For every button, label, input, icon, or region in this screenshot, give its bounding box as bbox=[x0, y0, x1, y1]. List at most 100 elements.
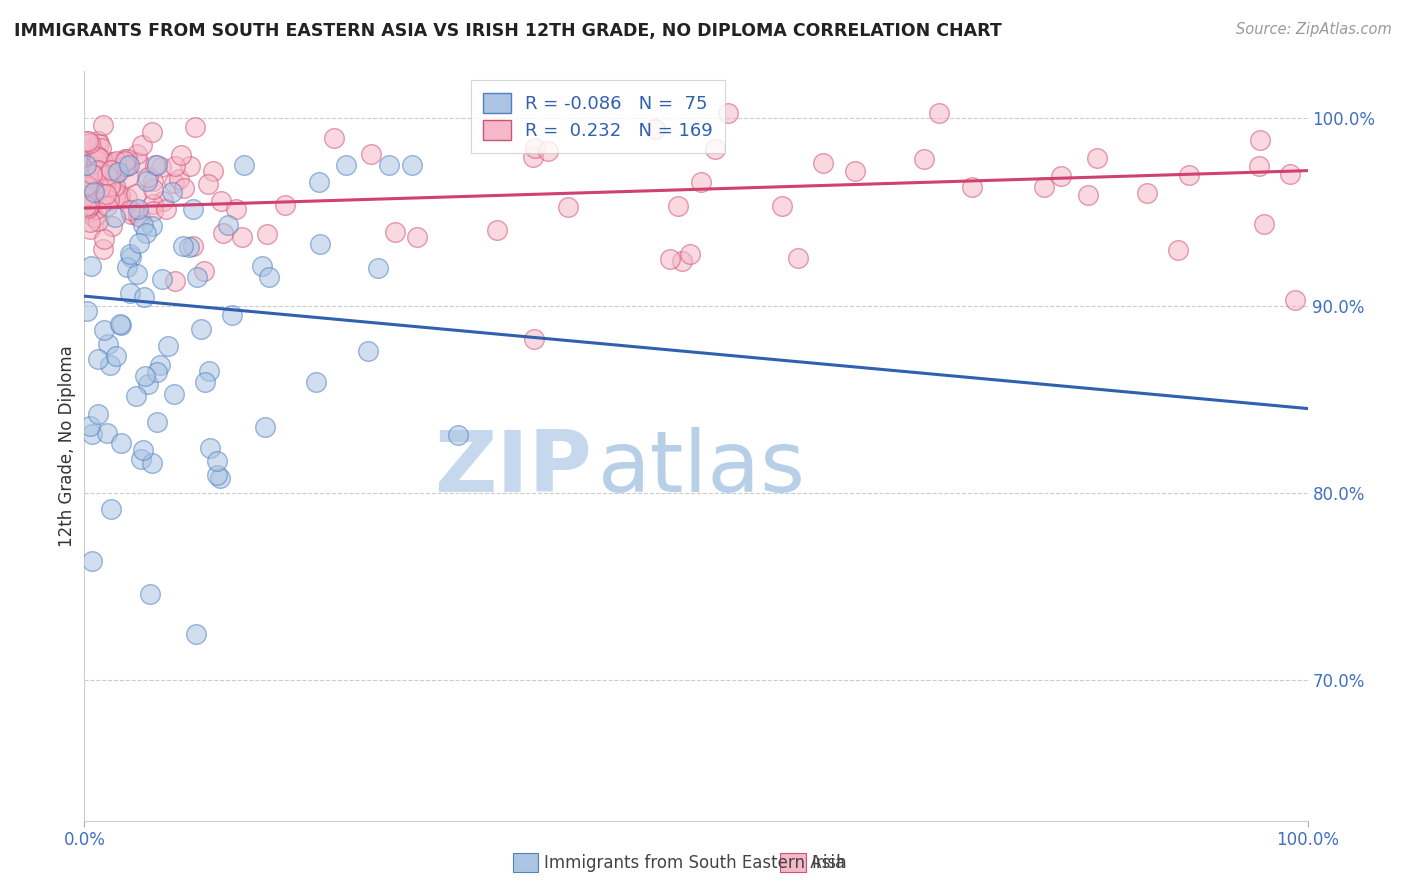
Point bbox=[87, 169, 110, 183]
Point bbox=[928, 105, 950, 120]
Point bbox=[131, 138, 153, 153]
Point bbox=[82, 152, 104, 166]
Point bbox=[378, 158, 401, 172]
Point bbox=[1085, 151, 1108, 165]
Point bbox=[193, 264, 215, 278]
Point bbox=[114, 159, 136, 173]
Point bbox=[120, 207, 142, 221]
Point bbox=[1050, 169, 1073, 184]
Point bbox=[101, 219, 124, 234]
Point bbox=[146, 158, 169, 172]
Point bbox=[79, 199, 101, 213]
Point bbox=[75, 158, 97, 172]
Point bbox=[97, 169, 120, 184]
Point bbox=[179, 240, 201, 254]
Point bbox=[100, 502, 122, 516]
Point bbox=[108, 189, 131, 203]
Point bbox=[141, 174, 163, 188]
Point bbox=[94, 187, 117, 202]
Point bbox=[75, 188, 97, 202]
Point bbox=[125, 147, 148, 161]
Point bbox=[323, 131, 346, 145]
Point bbox=[139, 587, 162, 601]
Point bbox=[132, 442, 155, 457]
Point bbox=[256, 227, 278, 241]
Point bbox=[110, 436, 132, 450]
Point bbox=[149, 359, 172, 373]
Point bbox=[165, 274, 187, 288]
Point bbox=[1278, 168, 1301, 182]
Point bbox=[86, 164, 108, 178]
Point bbox=[105, 166, 128, 180]
Point bbox=[93, 232, 115, 246]
Point bbox=[100, 178, 122, 192]
Point bbox=[163, 176, 186, 190]
Point bbox=[197, 177, 219, 191]
Point bbox=[76, 157, 98, 171]
Point bbox=[105, 161, 128, 176]
Point bbox=[91, 153, 114, 167]
Point bbox=[205, 454, 228, 468]
Point bbox=[186, 270, 208, 285]
Point bbox=[80, 554, 103, 568]
Point bbox=[142, 203, 165, 218]
Point bbox=[82, 176, 104, 190]
Point bbox=[308, 175, 330, 189]
Point bbox=[666, 199, 689, 213]
Point bbox=[253, 419, 276, 434]
Point bbox=[84, 168, 107, 182]
Point bbox=[87, 137, 110, 152]
Point bbox=[135, 226, 157, 240]
Point bbox=[163, 387, 186, 401]
Y-axis label: 12th Grade, No Diploma: 12th Grade, No Diploma bbox=[58, 345, 76, 547]
Point bbox=[257, 269, 280, 284]
Legend: R = -0.086   N =  75, R =  0.232   N = 169: R = -0.086 N = 75, R = 0.232 N = 169 bbox=[471, 80, 725, 153]
Point bbox=[384, 225, 406, 239]
Point bbox=[105, 185, 128, 199]
Point bbox=[406, 229, 429, 244]
Point bbox=[150, 160, 173, 174]
Point bbox=[717, 105, 740, 120]
Point bbox=[1167, 244, 1189, 258]
Point bbox=[84, 153, 107, 167]
Text: Irish: Irish bbox=[811, 854, 846, 871]
Point bbox=[80, 169, 103, 183]
Point bbox=[86, 149, 108, 163]
Point bbox=[118, 247, 141, 261]
Point bbox=[658, 252, 681, 266]
Point bbox=[83, 182, 105, 196]
Point bbox=[75, 172, 97, 186]
Point bbox=[197, 363, 219, 377]
Point bbox=[75, 179, 97, 194]
Point bbox=[150, 271, 173, 285]
Point bbox=[1253, 217, 1275, 231]
Point bbox=[87, 151, 110, 165]
Point bbox=[101, 154, 124, 169]
Point bbox=[155, 202, 177, 216]
Point bbox=[87, 184, 110, 198]
Point bbox=[111, 159, 134, 173]
Point bbox=[120, 251, 142, 265]
Point bbox=[118, 158, 141, 172]
Point bbox=[209, 470, 232, 484]
Point bbox=[125, 389, 148, 403]
Point bbox=[89, 180, 111, 194]
Point bbox=[181, 239, 204, 253]
Point bbox=[96, 425, 118, 440]
Point bbox=[209, 194, 232, 208]
Point bbox=[107, 191, 129, 205]
Point bbox=[127, 209, 149, 223]
Point bbox=[98, 193, 121, 207]
Point bbox=[79, 222, 101, 236]
Point bbox=[134, 369, 156, 384]
Point bbox=[77, 180, 100, 194]
Point bbox=[912, 153, 935, 167]
Point bbox=[77, 134, 100, 148]
Point bbox=[142, 197, 165, 211]
Point bbox=[335, 158, 357, 172]
Point bbox=[1032, 180, 1054, 194]
Point bbox=[184, 627, 207, 641]
Point bbox=[136, 170, 159, 185]
Point bbox=[84, 171, 107, 186]
Point bbox=[523, 332, 546, 346]
